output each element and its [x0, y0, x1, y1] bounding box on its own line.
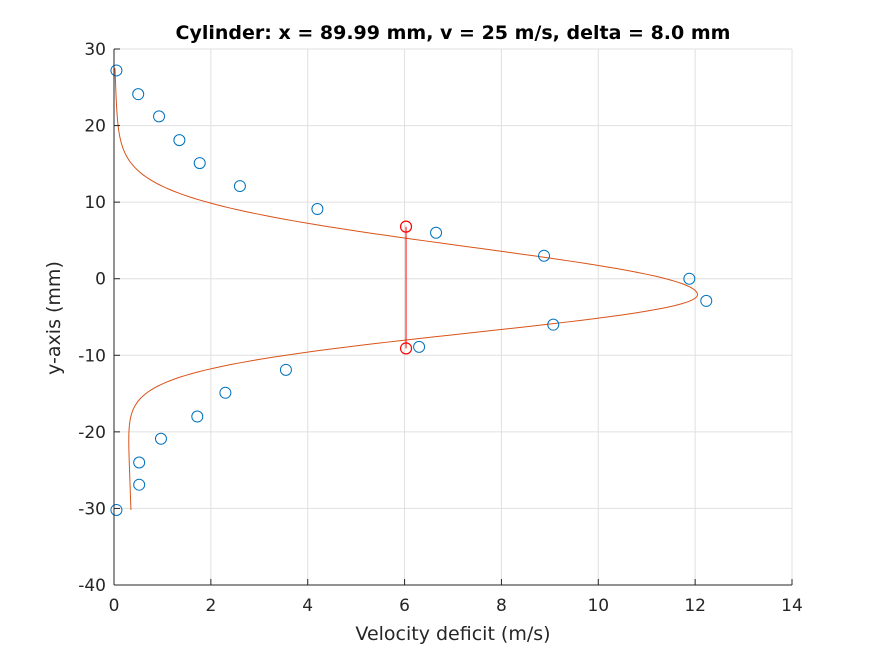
data-markers [110, 64, 713, 516]
axes [113, 48, 793, 586]
width-point [399, 220, 413, 233]
data-point [193, 157, 206, 170]
data-point [279, 363, 292, 376]
data-point [538, 249, 551, 262]
tick-labels: 0 2 4 6 8 10 12 14 -40 -30 -20 -10 0 10 20 30 [78, 40, 803, 616]
data-point [413, 340, 426, 353]
y-axis-label: y-axis (mm) [43, 261, 65, 375]
y-tick-label: 0 [95, 270, 106, 290]
x-tick-label: 14 [781, 596, 803, 616]
data-point [700, 294, 713, 307]
data-point [110, 503, 123, 516]
data-point [133, 478, 146, 491]
x-tick-label: 10 [587, 596, 609, 616]
chart-title: Cylinder: x = 89.99 mm, v = 25 m/s, delt… [176, 22, 731, 44]
x-tick-label: 4 [302, 596, 313, 616]
data-point [154, 432, 167, 445]
data-point [191, 410, 204, 423]
data-point [219, 386, 232, 399]
data-point [683, 272, 696, 285]
y-tick-label: -30 [78, 499, 106, 519]
data-point [133, 456, 146, 469]
y-tick-label: 20 [84, 117, 106, 137]
x-tick-label: 6 [399, 596, 410, 616]
data-point [233, 180, 246, 193]
y-tick-label: 30 [84, 40, 106, 60]
y-tick-label: -40 [78, 576, 106, 596]
x-axis-label: Velocity deficit (m/s) [355, 623, 550, 645]
y-tick-label: -20 [78, 423, 106, 443]
x-tick-label: 0 [109, 596, 120, 616]
grid [114, 48, 793, 585]
width-marker-layer [399, 220, 413, 355]
x-tick-label: 8 [496, 596, 507, 616]
data-point [110, 64, 123, 77]
data-point [153, 110, 166, 123]
data-point [311, 203, 324, 216]
y-tick-label: -10 [78, 346, 106, 366]
data-point [430, 226, 443, 239]
y-tick-label: 10 [84, 193, 106, 213]
width-point [399, 342, 413, 355]
data-point [173, 134, 186, 147]
x-tick-label: 2 [205, 596, 216, 616]
data-point [547, 318, 560, 331]
data-point [132, 88, 145, 101]
fit-curve [114, 68, 699, 510]
x-tick-label: 12 [684, 596, 706, 616]
fit-curve-layer [114, 68, 699, 510]
